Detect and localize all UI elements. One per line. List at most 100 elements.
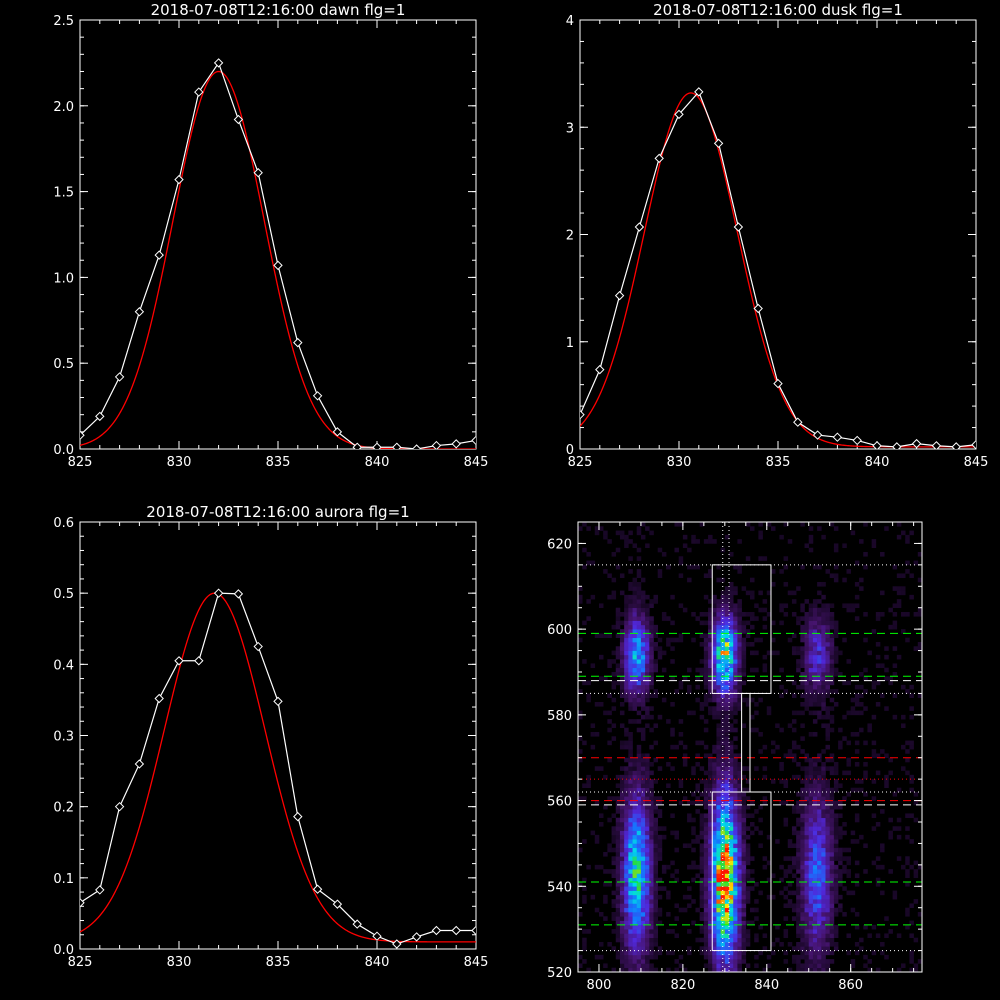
heatmap-cell (712, 607, 717, 613)
heatmap-cell (909, 954, 914, 960)
heatmap-cell (821, 929, 826, 934)
heatmap-cell (833, 826, 839, 831)
heatmap-cell (825, 830, 831, 836)
heatmap-cell (582, 659, 587, 664)
heatmap-cell (708, 937, 713, 943)
heatmap-cell (636, 920, 642, 926)
heatmap-cell (724, 804, 730, 810)
heatmap-cell (754, 727, 759, 733)
data-point-diamond (213, 588, 224, 598)
data-point-diamond (411, 444, 422, 449)
heatmap-cell (833, 894, 839, 900)
heatmap-cell (645, 954, 650, 960)
heatmap-cell (712, 950, 717, 956)
heatmap-cell (896, 654, 902, 660)
heatmap-cell (821, 672, 826, 677)
x-tick-label: 845 (964, 455, 989, 470)
heatmap-cell (611, 967, 617, 972)
heatmap-cell (720, 770, 726, 776)
heatmap-cell (741, 860, 747, 866)
heatmap-area (578, 522, 922, 972)
x-tick-label: 825 (68, 455, 93, 470)
heatmap-cell (636, 744, 642, 750)
heatmap-cell (833, 573, 839, 579)
heatmap-cell (703, 642, 709, 647)
heatmap-cell (716, 624, 721, 630)
heatmap-cell (804, 937, 810, 943)
heatmap-cell (863, 770, 868, 776)
heatmap-cell (615, 839, 621, 844)
heatmap-cell (901, 612, 906, 617)
heatmap-cell (817, 852, 822, 857)
heatmap-cell (716, 663, 721, 669)
heatmap-cell (901, 590, 906, 596)
heatmap-cell (804, 912, 810, 917)
heatmap-cell (729, 663, 734, 669)
heatmap-cell (770, 894, 776, 900)
heatmap-cell (703, 822, 709, 827)
heatmap-cell (825, 616, 831, 621)
heatmap-cell (737, 706, 742, 711)
heatmap-cell (628, 599, 633, 604)
heatmap-cell (624, 804, 629, 810)
heatmap-cell (838, 650, 843, 656)
heatmap-cell (615, 847, 621, 853)
heatmap-cell (640, 963, 646, 969)
heatmap-cell (846, 890, 851, 896)
heatmap-cell (645, 616, 650, 621)
data-point-diamond (674, 109, 684, 120)
heatmap-cell (808, 920, 814, 926)
heatmap-cell (708, 534, 713, 540)
heatmap-cell (657, 573, 663, 579)
heatmap-cell (653, 826, 659, 831)
heatmap-cell (628, 822, 633, 827)
heatmap-cell (817, 680, 822, 686)
x-tick-label: 830 (167, 455, 192, 470)
heatmap-cell (804, 826, 810, 831)
heatmap-cell (796, 586, 801, 591)
heatmap-cell (645, 830, 650, 836)
heatmap-cell (636, 689, 642, 694)
heatmap-cell (745, 929, 751, 934)
heatmap-cell (636, 547, 642, 553)
heatmap-cell (859, 946, 864, 951)
heatmap-cell (808, 817, 814, 823)
heatmap-cell (657, 796, 663, 801)
heatmap-cell (821, 804, 826, 810)
heatmap-cell (875, 933, 881, 939)
heatmap-cell (791, 903, 797, 909)
heatmap-cell (804, 852, 810, 857)
heatmap-cell (624, 684, 629, 690)
heatmap-cell (796, 667, 801, 673)
heatmap-cell (619, 937, 625, 943)
heatmap-cell (825, 569, 831, 574)
heatmap-cell (628, 684, 633, 690)
heatmap-cell (854, 839, 860, 844)
heatmap-cell (624, 894, 629, 900)
heatmap-cell (645, 714, 650, 720)
heatmap-cell (720, 689, 726, 694)
heatmap-cell (724, 954, 730, 960)
heatmap-cell (640, 864, 646, 870)
heatmap-cell (905, 534, 910, 540)
heatmap-cell (636, 607, 642, 613)
heatmap-cell (708, 826, 713, 831)
heatmap-cell (687, 894, 692, 900)
heatmap-cell (628, 813, 633, 819)
heatmap-cell (691, 792, 696, 797)
heatmap-cell (821, 839, 826, 844)
heatmap-cell (859, 787, 864, 793)
heatmap-cell (695, 616, 700, 621)
heatmap-cell (640, 877, 646, 883)
heatmap-cell (632, 757, 638, 763)
heatmap-cell (649, 822, 654, 827)
heatmap-cell (636, 774, 642, 780)
heatmap-cell (716, 903, 721, 909)
heatmap-cell (729, 646, 734, 651)
heatmap-cell (607, 539, 612, 544)
heatmap-cell (645, 963, 650, 969)
heatmap-cell (800, 693, 805, 699)
heatmap-cell (808, 732, 814, 737)
heatmap-cell (737, 792, 742, 797)
heatmap-cell (859, 937, 864, 943)
